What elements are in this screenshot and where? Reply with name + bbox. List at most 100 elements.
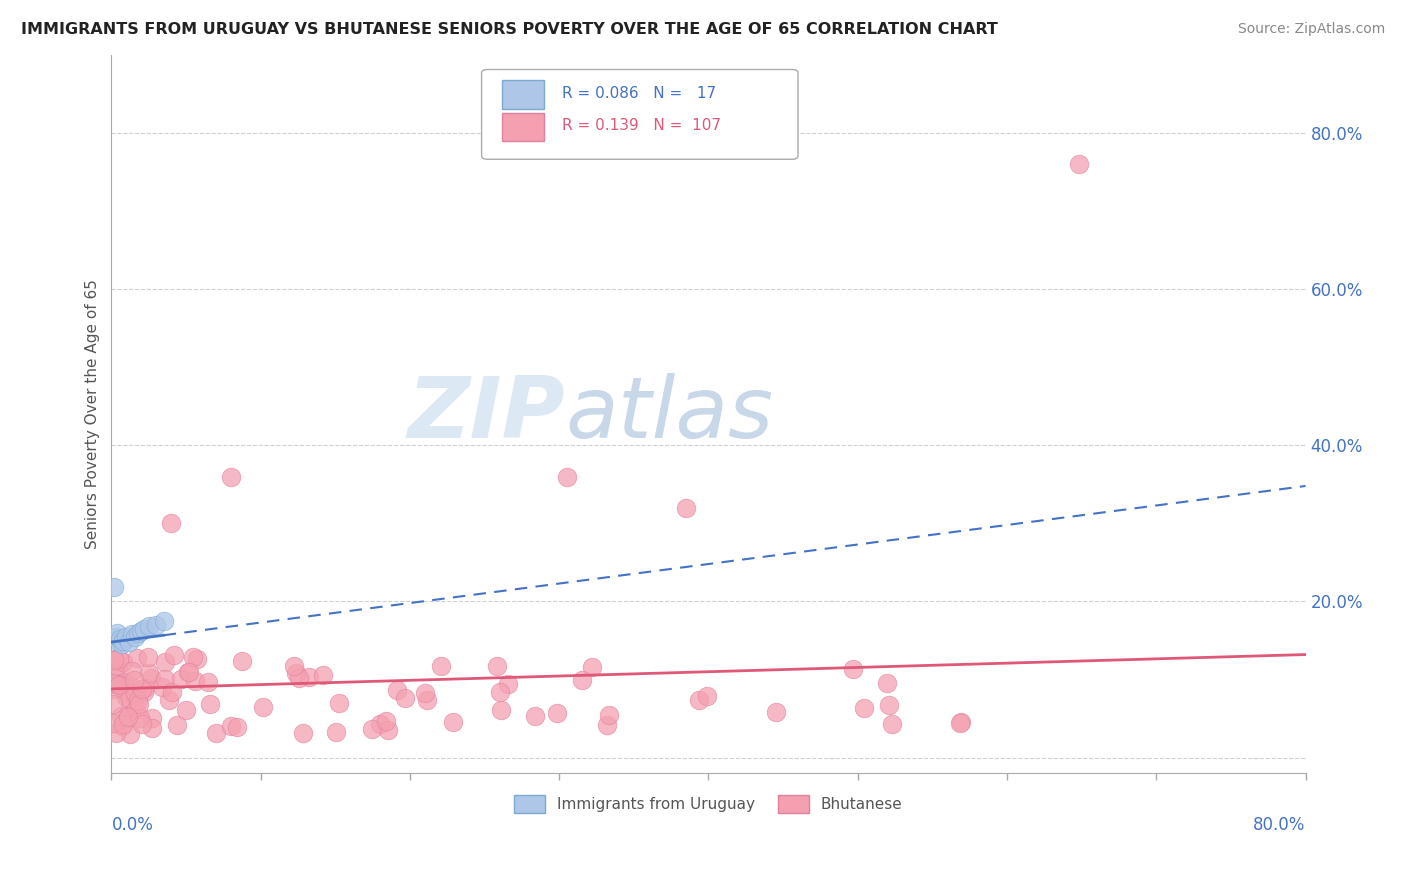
Point <box>127 650 149 665</box>
Point <box>598 708 620 723</box>
Text: IMMIGRANTS FROM URUGUAY VS BHUTANESE SENIORS POVERTY OVER THE AGE OF 65 CORRELAT: IMMIGRANTS FROM URUGUAY VS BHUTANESE SEN… <box>21 22 998 37</box>
Point <box>115 690 138 705</box>
Text: atlas: atlas <box>565 373 773 456</box>
Point <box>162 648 184 662</box>
FancyBboxPatch shape <box>482 70 799 160</box>
Point <box>882 717 904 731</box>
Point <box>160 685 183 699</box>
Point <box>221 718 243 732</box>
Point <box>179 665 201 679</box>
Point <box>153 672 176 686</box>
Point <box>298 670 321 684</box>
Point <box>127 692 149 706</box>
Point <box>129 624 152 639</box>
FancyBboxPatch shape <box>502 112 544 141</box>
Point <box>205 726 228 740</box>
Point <box>104 677 127 691</box>
Point <box>876 675 898 690</box>
Point <box>105 625 128 640</box>
Point <box>141 721 163 735</box>
Point <box>157 692 180 706</box>
Text: 80.0%: 80.0% <box>1253 816 1306 834</box>
Point <box>118 635 141 649</box>
Point <box>121 664 143 678</box>
Point <box>152 614 174 628</box>
Y-axis label: Seniors Poverty Over the Age of 65: Seniors Poverty Over the Age of 65 <box>86 279 100 549</box>
Point <box>128 698 150 712</box>
Point <box>108 678 131 692</box>
Point <box>385 683 408 698</box>
Point <box>132 685 155 699</box>
Point <box>183 650 205 665</box>
Point <box>118 727 141 741</box>
Point <box>596 718 619 732</box>
Point <box>441 715 464 730</box>
Point <box>675 500 697 515</box>
Point <box>153 655 176 669</box>
Point <box>127 625 149 640</box>
Point <box>225 720 247 734</box>
Point <box>429 659 451 673</box>
Point <box>104 630 127 644</box>
Point <box>111 637 134 651</box>
Point <box>117 709 139 723</box>
Point <box>117 710 139 724</box>
Point <box>416 692 439 706</box>
Point <box>949 716 972 731</box>
Point <box>101 676 124 690</box>
Point <box>104 726 127 740</box>
Point <box>571 673 593 687</box>
Point <box>103 667 125 681</box>
Point <box>177 665 200 679</box>
Point <box>112 633 135 648</box>
Point <box>131 682 153 697</box>
Point <box>141 711 163 725</box>
Point <box>485 659 508 673</box>
Point <box>138 666 160 681</box>
Point <box>413 686 436 700</box>
Point <box>124 690 146 704</box>
Point <box>489 703 512 717</box>
Point <box>284 666 307 681</box>
Point <box>101 697 124 711</box>
Point <box>136 650 159 665</box>
Point <box>166 718 188 732</box>
Point <box>198 697 221 711</box>
Point <box>139 671 162 685</box>
Point <box>111 717 134 731</box>
Point <box>122 673 145 687</box>
Point <box>103 581 125 595</box>
Point <box>138 619 160 633</box>
Point <box>581 660 603 674</box>
Point <box>523 708 546 723</box>
Text: R = 0.139   N =  107: R = 0.139 N = 107 <box>561 118 721 133</box>
Point <box>555 469 578 483</box>
Text: ZIP: ZIP <box>408 373 565 456</box>
Point <box>125 702 148 716</box>
Text: Source: ZipAtlas.com: Source: ZipAtlas.com <box>1237 22 1385 37</box>
Legend: Immigrants from Uruguay, Bhutanese: Immigrants from Uruguay, Bhutanese <box>508 789 908 820</box>
Point <box>688 693 710 707</box>
Point <box>108 652 131 666</box>
Point <box>103 651 125 665</box>
Point <box>696 689 718 703</box>
Point <box>134 681 156 695</box>
Point <box>488 685 510 699</box>
Point <box>134 622 156 636</box>
Point <box>184 673 207 688</box>
Point <box>842 662 865 676</box>
Point <box>879 698 901 713</box>
Point <box>121 627 143 641</box>
Point <box>360 722 382 736</box>
Point <box>283 659 305 673</box>
Point <box>328 697 350 711</box>
Point <box>394 691 416 706</box>
Point <box>145 618 167 632</box>
Point <box>292 726 315 740</box>
Point <box>377 723 399 737</box>
Point <box>219 469 242 483</box>
Point <box>115 630 138 644</box>
Point <box>949 715 972 730</box>
Point <box>110 709 132 723</box>
Point <box>197 674 219 689</box>
